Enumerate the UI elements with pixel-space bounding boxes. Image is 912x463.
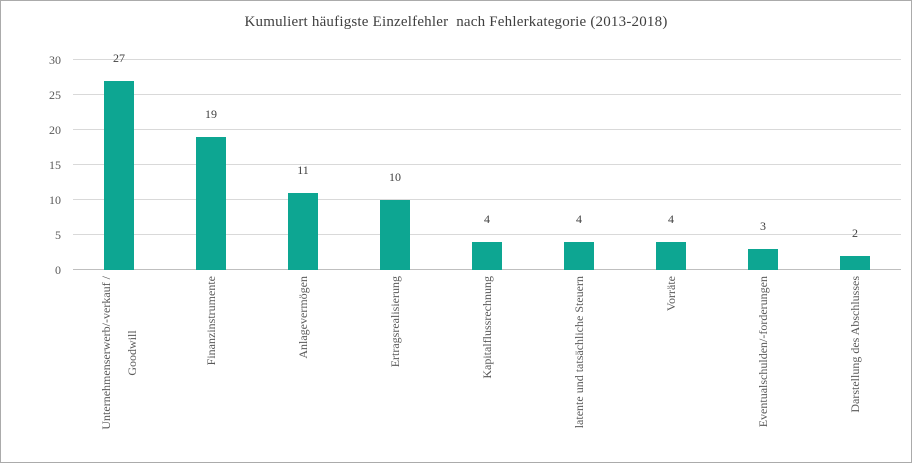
y-tick-label: 5 [55,228,61,242]
y-tick-label: 0 [55,263,61,277]
x-category-label: Ertragsrealisierung [388,276,402,368]
y-tick-label: 15 [49,158,61,172]
x-axis-category-labels: Unternehmenserwerb/-verkauf / Goodwill Fi… [73,276,901,460]
bar-value-label: 11 [297,163,309,177]
x-category-label: latente und tatsächliche Steuern [572,276,586,429]
bar-value-label: 27 [113,51,125,65]
gridline [73,164,901,165]
bar-value-label: 4 [668,212,674,226]
plot-area: 27 19 11 10 4 4 4 3 2 [73,51,901,270]
gridline [73,234,901,235]
x-category-label: Unternehmenserwerb/-verkauf / Goodwill [99,276,139,430]
x-category-label: Kapitalflussrechnung [480,276,494,379]
gridline [73,129,901,130]
bar [104,81,134,270]
gridline [73,199,901,200]
bar [840,256,870,270]
bar [656,242,686,270]
y-tick-label: 30 [49,53,61,67]
gridline [73,59,901,60]
bar [196,137,226,270]
x-category-label: Eventualschulden/-forderungen [756,276,770,428]
bar [380,200,410,270]
bar [748,249,778,270]
gridline [73,94,901,95]
x-category-label: Anlagevermögen [296,276,310,359]
bar-value-label: 3 [760,219,766,233]
y-tick-label: 20 [49,123,61,137]
bar-value-label: 4 [576,212,582,226]
y-tick-label: 10 [49,193,61,207]
bar [472,242,502,270]
bar [564,242,594,270]
x-category-label: Vorräte [664,276,678,312]
x-category-label: Darstellung des Abschlusses [848,276,862,413]
bar-value-label: 2 [852,226,858,240]
y-tick-label: 25 [49,88,61,102]
bar-value-label: 4 [484,212,490,226]
x-category-label: Finanzinstrumente [204,276,218,366]
bar-value-label: 19 [205,107,217,121]
bar-value-label: 10 [389,170,401,184]
bar [288,193,318,270]
chart-title: Kumuliert häufigste Einzelfehler nach Fe… [244,14,668,30]
